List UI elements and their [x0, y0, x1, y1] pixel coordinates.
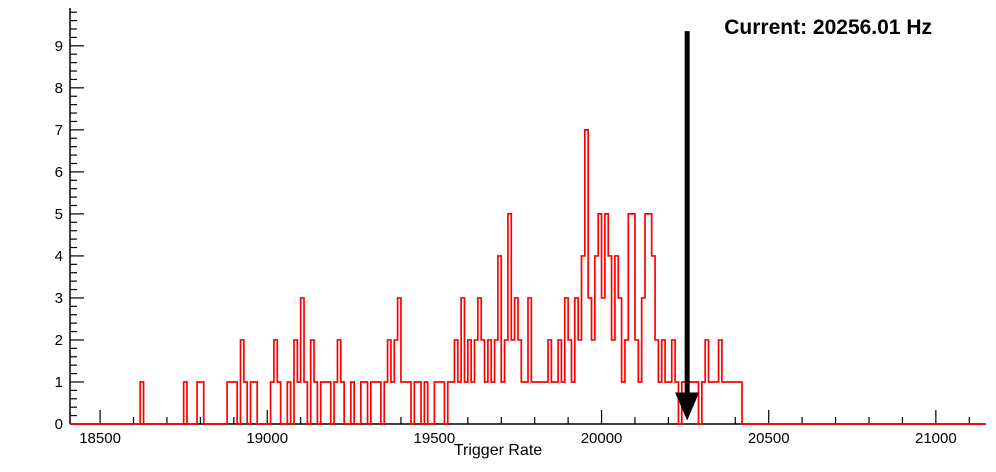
y-tick-label: 7 — [55, 122, 63, 139]
x-tick-label: 19500 — [414, 430, 456, 447]
histogram-series — [70, 129, 986, 425]
current-rate-arrow-head — [675, 392, 700, 421]
y-tick-label: 2 — [55, 332, 63, 349]
x-tick-label: 20500 — [748, 430, 790, 447]
x-tick-label: 19000 — [246, 430, 288, 447]
y-tick-label: 4 — [55, 248, 63, 265]
y-tick-label: 3 — [55, 290, 63, 307]
y-tick-label: 8 — [55, 80, 63, 97]
y-tick-label: 0 — [55, 416, 63, 433]
current-rate-annotation: Current: 20256.01 Hz — [724, 16, 932, 39]
x-tick-label: 21000 — [915, 430, 957, 447]
x-axis-title: Trigger Rate — [453, 442, 543, 459]
x-tick-label: 18500 — [79, 430, 121, 447]
y-tick-label: 6 — [55, 164, 63, 181]
y-tick-label: 5 — [55, 206, 63, 223]
y-tick-label: 9 — [55, 38, 63, 55]
y-tick-label: 1 — [55, 374, 63, 391]
x-tick-label: 20000 — [581, 430, 623, 447]
